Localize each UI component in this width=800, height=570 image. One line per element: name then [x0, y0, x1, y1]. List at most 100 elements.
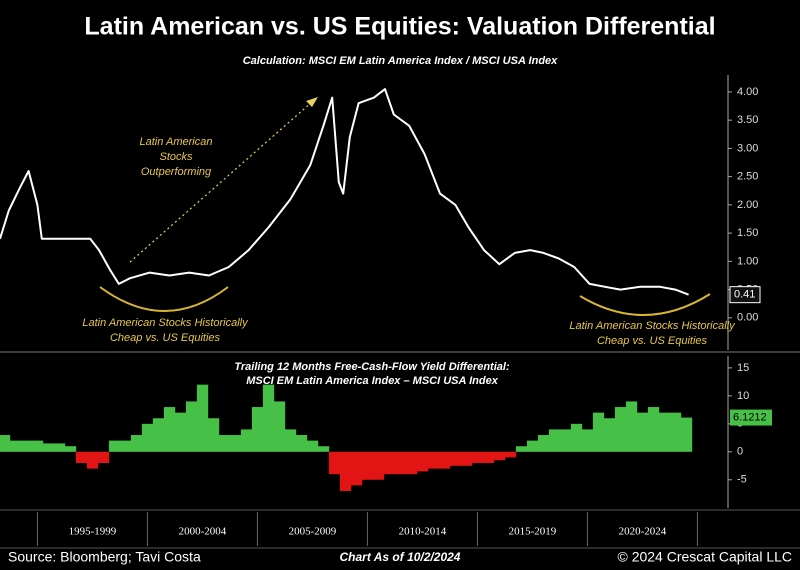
line [0, 88, 689, 296]
bar [405, 451, 418, 475]
last-value-box [730, 409, 772, 426]
bar [185, 401, 198, 452]
annotation: Latin American Stocks Historically [82, 317, 249, 329]
bar [647, 407, 660, 452]
bar [207, 418, 220, 452]
bar [108, 440, 121, 452]
bar [119, 440, 132, 452]
y-tick-label: 1.00 [737, 255, 758, 267]
x-tick-label: 2010-2014 [399, 526, 447, 538]
bar [603, 418, 616, 452]
bar [394, 451, 407, 475]
bar [625, 401, 638, 452]
y-tick-label: 4.00 [737, 86, 758, 98]
bar [75, 451, 88, 463]
bar [515, 446, 528, 452]
bar [658, 412, 671, 452]
highlight-arc [579, 293, 711, 316]
y-tick-label: 3.50 [737, 114, 758, 126]
annotation: Cheap vs. US Equities [110, 332, 221, 344]
bar [559, 429, 572, 452]
bar [493, 451, 506, 461]
chart-title: Latin American vs. US Equities: Valuatio… [84, 13, 715, 41]
annotation: Cheap vs. US Equities [597, 335, 708, 347]
bar [537, 435, 550, 452]
bar [141, 423, 154, 452]
last-value-label: 6.1212 [733, 411, 767, 423]
bar [86, 451, 99, 469]
bar [31, 440, 44, 452]
bar [482, 451, 495, 463]
bar [9, 440, 22, 452]
bar [53, 443, 66, 452]
bar [339, 451, 352, 491]
source: Source: Bloomberg; Tavi Costa [8, 549, 201, 565]
bar [218, 435, 231, 452]
last-value-box [729, 286, 761, 304]
x-tick-label: 1995-1999 [69, 526, 117, 538]
bar [152, 418, 165, 452]
trend-arrow [129, 101, 313, 263]
chart-subtitle: Calculation: MSCI EM Latin America Index… [243, 55, 558, 67]
panel-subtitle: Trailing 12 Months Free-Cash-Flow Yield … [234, 361, 510, 373]
bar [581, 429, 594, 452]
bar [64, 446, 77, 452]
bar [229, 435, 242, 452]
y-tick-label: 1.50 [737, 227, 758, 239]
bar [504, 451, 517, 458]
bar [460, 451, 473, 466]
bar [196, 384, 209, 452]
panel-subtitle: MSCI EM Latin America Index – MSCI USA I… [246, 375, 499, 387]
y-tick-label: -5 [737, 474, 747, 486]
y-tick-label: 10 [737, 390, 749, 402]
bar [570, 423, 583, 452]
bar [361, 451, 374, 480]
as-of-date: Chart As of 10/2/2024 [340, 550, 461, 564]
annotation: Outperforming [141, 166, 212, 178]
bar [42, 443, 55, 452]
y-tick-label: 0.00 [737, 312, 758, 324]
bar [383, 451, 396, 475]
y-tick-label: 3.00 [737, 142, 758, 154]
bar [306, 440, 319, 452]
arrow-head [306, 97, 318, 107]
x-tick-label: 2000-2004 [179, 526, 227, 538]
bar [669, 412, 682, 452]
highlight-arc [99, 286, 229, 312]
bar [526, 440, 539, 452]
bar [20, 440, 33, 452]
annotation: Latin American [140, 136, 213, 148]
copyright: © 2024 Crescat Capital LLC [617, 549, 792, 565]
bar [636, 412, 649, 452]
bar [163, 407, 176, 452]
x-tick-label: 2005-2009 [289, 526, 337, 538]
bar [262, 384, 275, 452]
bar [240, 429, 253, 452]
bar [284, 429, 297, 452]
bar [174, 412, 187, 452]
bar [350, 451, 363, 486]
bar [438, 451, 451, 469]
bar [130, 435, 143, 452]
bar [0, 435, 11, 452]
annotation: Stocks [159, 151, 193, 163]
last-value-label: 0.41 [734, 289, 755, 301]
bar [416, 451, 429, 472]
y-tick-label: 15 [737, 362, 749, 374]
annotation: Latin American Stocks Historically [569, 320, 736, 332]
bar [273, 401, 286, 452]
x-tick-label: 2020-2024 [619, 526, 667, 538]
bar [251, 407, 264, 452]
bar [449, 451, 462, 466]
bar [317, 446, 330, 452]
bar [97, 451, 110, 463]
bar [614, 407, 627, 452]
x-tick-label: 2015-2019 [509, 526, 557, 538]
bar [372, 451, 385, 480]
bar [548, 429, 561, 452]
y-tick-label: 2.50 [737, 171, 758, 183]
bar [328, 451, 341, 475]
